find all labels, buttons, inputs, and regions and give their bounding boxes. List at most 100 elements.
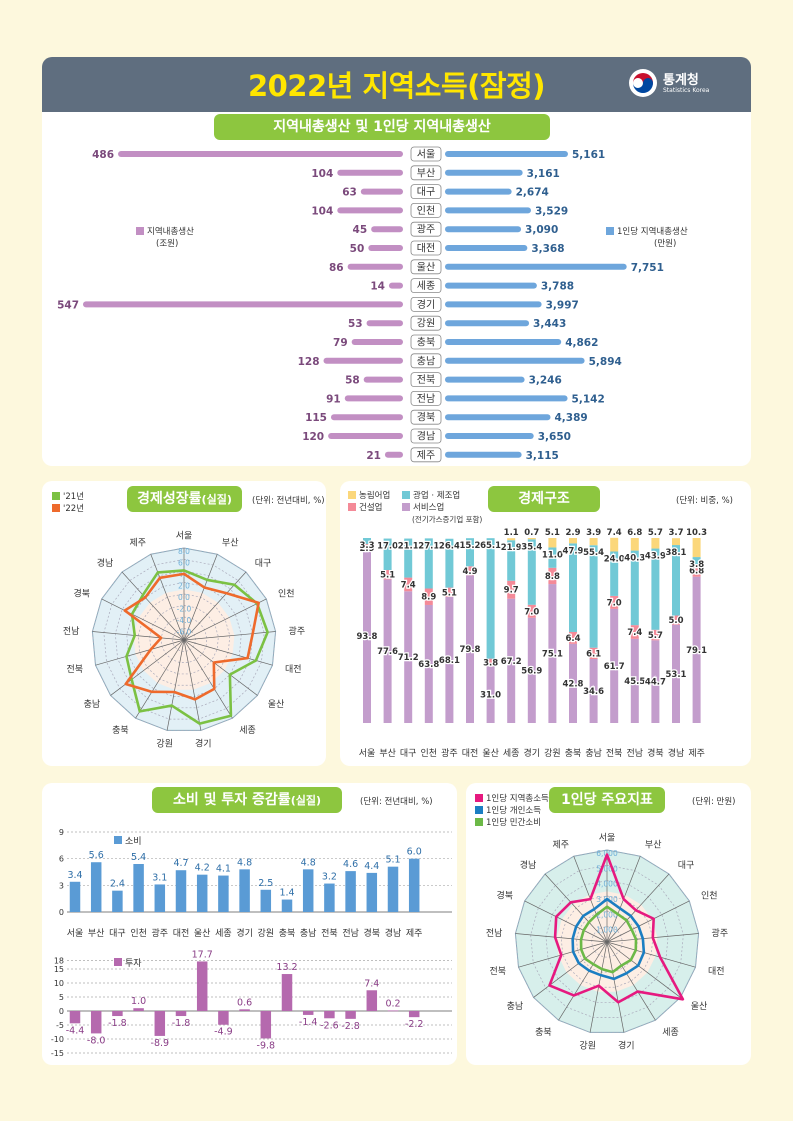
consumption-value: 5.1 xyxy=(385,855,400,866)
radar-axis-label: 대구 xyxy=(255,558,272,569)
structure-value-mfg: 24.0 xyxy=(604,555,625,565)
structure-bar-mfg xyxy=(630,550,639,626)
structure-value-mfg: 3.8 xyxy=(689,560,704,570)
consumption-value: 4.4 xyxy=(364,861,379,872)
consumption-region-label: 부산 xyxy=(88,928,105,939)
radar-spoke xyxy=(166,639,185,731)
structure-value-mfg: 43.9 xyxy=(645,552,666,562)
region-box xyxy=(410,334,442,350)
radar-axis-label: 서울 xyxy=(599,833,616,844)
structure-value-mfg: 65.1 xyxy=(480,541,501,551)
investment-tick: -15 xyxy=(51,1049,64,1058)
radar-spoke xyxy=(606,873,670,943)
percapita-grdp-value: 5,894 xyxy=(589,356,622,368)
growth-legend-22: '22년 xyxy=(52,502,84,514)
radar-spoke xyxy=(606,941,681,998)
percapita-grdp-value: 3,115 xyxy=(526,450,559,462)
radar-spoke xyxy=(558,941,608,1021)
region-box xyxy=(410,146,442,162)
percapita-grdp-value: 3,650 xyxy=(538,431,571,443)
radar-series-1 xyxy=(548,853,685,1004)
structure-bar-const xyxy=(383,570,392,580)
grdp-swatch-icon xyxy=(136,227,144,235)
structure-bar-agri xyxy=(548,538,557,548)
structure-value-service: 79.8 xyxy=(460,645,481,655)
consumption-bar xyxy=(408,858,420,912)
org-name: 통계청 xyxy=(663,73,699,88)
radar-axis-label: 세종 xyxy=(239,725,256,736)
investment-bar xyxy=(69,1011,81,1024)
radar-tick-label: 4,000 xyxy=(596,880,618,889)
radar-spoke xyxy=(606,941,656,1021)
structure-bar-const xyxy=(692,564,701,577)
structure-value-mfg: 21.1 xyxy=(398,542,419,552)
structure-bar-mfg xyxy=(383,538,392,571)
radar-tick-label: 0.0 xyxy=(178,593,190,602)
consumption-investment-chart: 0 3 6 9 소비 3.4 서울 5.6 부산 2.4 대구 5.4 인천 3.1 광주 4.7 대전 4.2 울… xyxy=(51,828,452,1058)
structure-bar-agri xyxy=(527,538,536,540)
structure-bar-mfg xyxy=(363,538,371,545)
structure-value-service: 68.1 xyxy=(439,656,460,666)
radar-axis-label: 광주 xyxy=(712,927,729,939)
region-box xyxy=(410,447,442,463)
investment-tick: 0 xyxy=(59,1007,64,1016)
region-box xyxy=(410,278,442,294)
region-label: 경남 xyxy=(417,430,435,443)
structure-value-mfg: 40.3 xyxy=(624,554,645,564)
grdp-value: 58 xyxy=(345,375,360,387)
radar-spoke xyxy=(606,941,696,968)
investment-bar xyxy=(175,1011,187,1017)
radar-spoke xyxy=(518,941,608,968)
radar-spoke xyxy=(183,639,202,731)
radar-axis-label: 세종 xyxy=(662,1027,679,1038)
structure-value-mfg: 11.0 xyxy=(542,550,563,560)
investment-legend-swatch xyxy=(114,958,122,966)
radar-axis-label: 부산 xyxy=(222,538,239,549)
radar-axis-label: 전북 xyxy=(66,664,83,675)
structure-value-service: 75.1 xyxy=(542,650,563,660)
radar-tick-label: 2.0 xyxy=(178,582,190,591)
investment-value: 7.4 xyxy=(364,978,379,989)
consumption-tick: 0 xyxy=(59,908,64,917)
structure-bar-mfg xyxy=(548,547,557,568)
radar-axis-label: 강원 xyxy=(156,739,173,750)
consumption-section xyxy=(42,783,457,1065)
consumption-region-label: 경남 xyxy=(385,927,402,939)
structure-value-const: 6.4 xyxy=(565,634,580,644)
grdp-chart: 서울 486 5,161 부산 104 3,161 대구 63 2,674 인천 104 3,529 광… xyxy=(57,146,664,463)
consumption-value: 4.8 xyxy=(237,857,252,868)
investment-value: 17.7 xyxy=(192,949,213,960)
org-sub: Statistics Korea xyxy=(663,87,710,94)
consumption-unit: (단위: 전년대비, %) xyxy=(360,797,433,807)
legend-21-swatch-icon xyxy=(52,492,60,500)
grdp-legend-right-unit: (만원) xyxy=(654,239,677,249)
structure-bar-service xyxy=(466,575,474,723)
structure-value-const: 2.9 xyxy=(359,544,374,554)
percapita-grdp-value: 2,674 xyxy=(516,187,549,199)
investment-bar xyxy=(154,1011,166,1036)
investment-bar xyxy=(387,1010,399,1012)
percapita-grdp-value: 4,862 xyxy=(565,337,598,349)
consumption-region-label: 전북 xyxy=(321,928,338,939)
consumption-bar xyxy=(218,875,229,912)
consumption-bar xyxy=(324,883,335,912)
investment-bar xyxy=(218,1011,229,1025)
structure-region-label: 강원 xyxy=(544,748,561,759)
grdp-legend-left: 지역내총생산 (조원) xyxy=(136,225,194,249)
structure-legend-const-label: 건설업 xyxy=(359,503,383,513)
region-label: 인천 xyxy=(417,205,435,217)
growth-legend-21: '21년 xyxy=(52,490,84,502)
percapita-legend-consumption: 1인당 민간소비 xyxy=(475,816,541,828)
region-box xyxy=(410,165,442,181)
region-label: 대전 xyxy=(417,243,435,255)
investment-tick: 18 xyxy=(54,957,64,966)
consumption-bar xyxy=(387,866,399,912)
consumption-region-label: 인천 xyxy=(130,928,147,939)
consumption-bar xyxy=(302,869,314,912)
structure-value-agri: 5.7 xyxy=(648,528,663,538)
radar-axis-label: 제주 xyxy=(130,538,147,549)
percapita-legend-personal-label: 1인당 개인소득 xyxy=(486,806,542,816)
percapita-legend-consumption-label: 1인당 민간소비 xyxy=(486,818,542,828)
growth-title-suffix: (실질) xyxy=(201,493,232,506)
region-label: 부산 xyxy=(417,167,435,179)
